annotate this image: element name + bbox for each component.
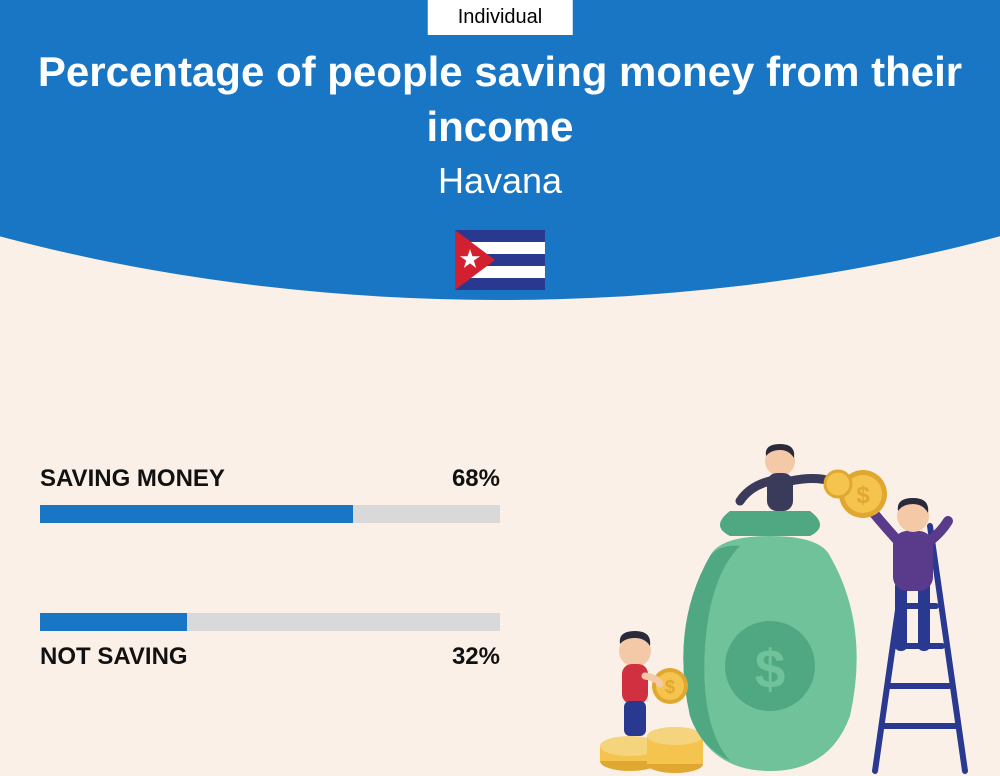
category-badge: Individual — [428, 0, 573, 35]
savings-illustration: $ $ $ — [580, 426, 980, 776]
bar-fill — [40, 505, 353, 523]
bar-fill — [40, 613, 187, 631]
svg-text:$: $ — [755, 638, 786, 700]
bar-label-row: SAVING MONEY 68% — [40, 465, 500, 493]
bar-value: 32% — [452, 643, 500, 671]
bars-container: SAVING MONEY 68% NOT SAVING 32% — [40, 465, 500, 761]
person-top-icon — [740, 444, 851, 511]
bar-saving-money: SAVING MONEY 68% — [40, 465, 500, 523]
coin-stack-icon — [600, 727, 703, 773]
cuba-flag-icon — [455, 230, 545, 290]
page-title: Percentage of people saving money from t… — [0, 45, 1000, 154]
bar-label: SAVING MONEY — [40, 465, 225, 493]
bar-label-row: NOT SAVING 32% — [40, 643, 500, 671]
money-bag-icon: $ — [683, 511, 856, 771]
badge-text: Individual — [458, 6, 543, 28]
bar-track — [40, 613, 500, 631]
page-subtitle: Havana — [0, 160, 1000, 202]
bar-label: NOT SAVING — [40, 643, 188, 671]
bar-track — [40, 505, 500, 523]
bar-not-saving: NOT SAVING 32% — [40, 613, 500, 671]
svg-text:$: $ — [665, 677, 675, 697]
bar-value: 68% — [452, 465, 500, 493]
person-left-icon: $ — [619, 631, 688, 736]
svg-text:$: $ — [856, 482, 870, 509]
